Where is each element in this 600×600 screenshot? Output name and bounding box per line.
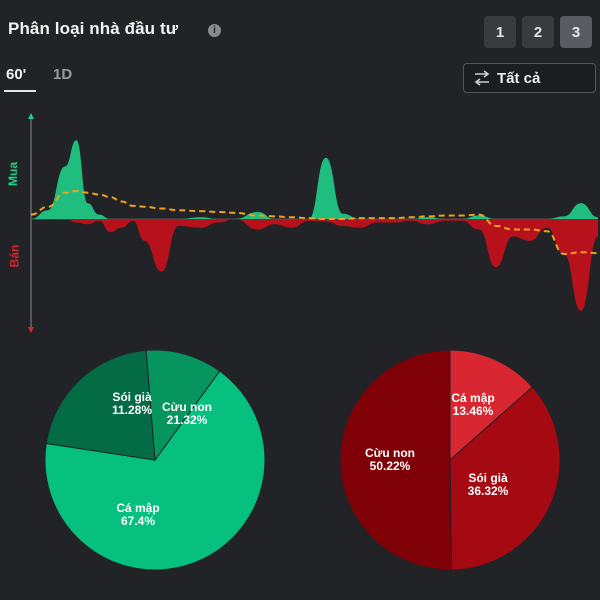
slice-value-label: 21.32% [167,413,208,427]
pie-slice[interactable] [44,370,266,571]
pie-slice[interactable] [45,349,156,461]
page-button-1[interactable]: 1 [484,16,516,48]
slice-label: Cá mập [451,391,494,405]
swap-icon [474,70,490,86]
page-title: Phân loại nhà đầu tư [8,19,179,38]
slice-value-label: 50.22% [370,459,411,473]
tab-1d[interactable]: 1D [53,66,73,83]
slice-label: Cá mập [116,501,159,515]
slice-label: Cừu non [162,400,212,414]
pie-slice[interactable] [145,349,221,462]
investor-flow-chart [28,113,599,333]
page-switcher: 1 2 3 [484,16,592,48]
slice-label: Cừu non [365,446,415,460]
pie-slice[interactable] [449,386,561,571]
up-arrow-icon [28,113,34,119]
tab-60m[interactable]: 60' [6,66,27,83]
active-tab-indicator [4,90,36,92]
slice-value-label: 36.32% [468,484,509,498]
pie-slice[interactable] [339,349,453,571]
down-arrow-icon [28,327,34,333]
info-icon[interactable]: i [208,24,221,37]
investor-filter-select[interactable]: Tất cả [463,63,596,93]
slice-label: Sói già [468,471,508,485]
net-flow-line-series [30,189,599,256]
buy-area-series [31,140,598,219]
pie-slice[interactable] [449,349,534,462]
slice-label: Sói già [112,390,152,404]
sell-area-series [31,219,598,311]
slice-value-label: 67.4% [121,514,155,528]
header: Phân loại nhà đầu tư i 1 2 3 [0,0,600,60]
filter-label: Tất cả [497,69,541,87]
page-button-2[interactable]: 2 [522,16,554,48]
slice-value-label: 11.28% [112,403,152,417]
page-button-3[interactable]: 3 [560,16,592,48]
slice-value-label: 13.46% [453,404,494,418]
